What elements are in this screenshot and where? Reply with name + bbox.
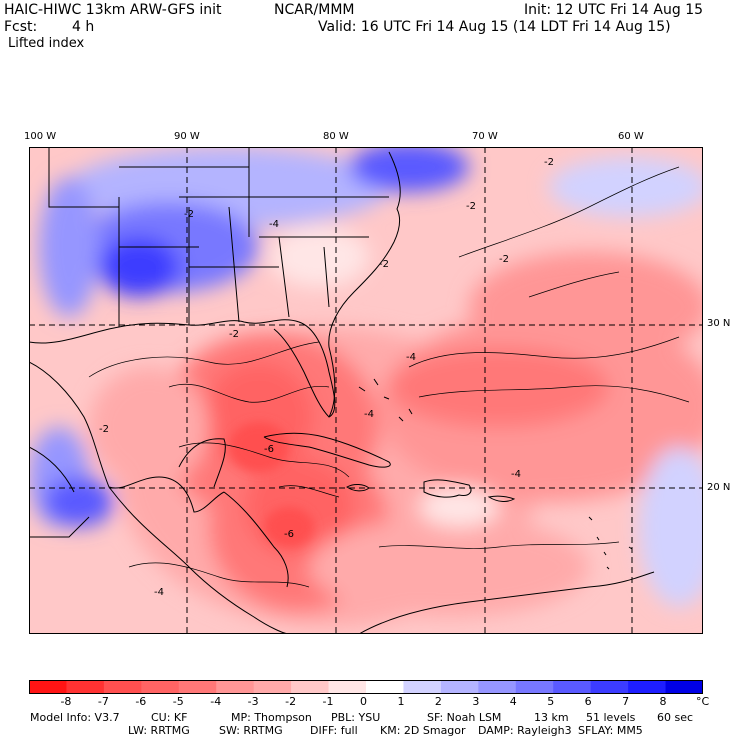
lon-label-80w: 80 W xyxy=(323,131,349,142)
legend-swatch xyxy=(66,680,105,694)
model-info: Model Info: V3.7 xyxy=(30,711,120,724)
legend-tick-label: 7 xyxy=(622,695,630,708)
pbl-scheme: PBL: YSU xyxy=(331,711,381,724)
contour-label: -6 xyxy=(284,529,294,540)
legend-frame xyxy=(29,680,703,694)
legend-tick-label: -1 xyxy=(322,695,334,708)
legend-tick-label: -4 xyxy=(210,695,222,708)
legend-tick-label: -6 xyxy=(135,695,147,708)
contour-label: -4 xyxy=(511,469,521,480)
sf-scheme: SF: Noah LSM xyxy=(427,711,502,724)
lon-label-100w: 100 W xyxy=(24,131,57,142)
lw-scheme: LW: RRTMG xyxy=(128,724,190,737)
contour-label: -2 xyxy=(99,424,109,435)
color-legend xyxy=(29,680,703,694)
legend-tick-label: -2 xyxy=(285,695,297,708)
legend-tick-label: 0 xyxy=(360,695,367,708)
map-frame xyxy=(29,147,703,634)
legend-swatch xyxy=(216,680,255,694)
lon-label-60w: 60 W xyxy=(618,131,644,142)
legend-tick-label: 4 xyxy=(509,695,517,708)
contours xyxy=(88,166,690,588)
legend-tick-label: 1 xyxy=(397,695,405,708)
contour-label: -4 xyxy=(364,409,374,420)
legend-swatch xyxy=(628,680,667,694)
contour-label: -4 xyxy=(269,219,279,230)
contour-label: -2 xyxy=(544,157,554,168)
init-time: Init: 12 UTC Fri 14 Aug 15 xyxy=(524,2,704,18)
legend-swatch xyxy=(366,680,404,694)
contour-label: -6 xyxy=(264,444,274,455)
field-name: Lifted index xyxy=(8,36,85,51)
lat-label-20n: 20 N xyxy=(707,482,731,493)
legend-tick-label: -8 xyxy=(60,695,72,708)
lon-label-90w: 90 W xyxy=(174,131,200,142)
contour-label: -2 xyxy=(499,254,509,265)
diff-scheme: DIFF: full xyxy=(310,724,358,737)
damp-scheme: DAMP: Rayleigh3 xyxy=(478,724,572,737)
cu-scheme: CU: KF xyxy=(151,711,188,724)
mp-scheme: MP: Thompson xyxy=(231,711,312,724)
legend-tick-label: -5 xyxy=(172,695,184,708)
levels: 51 levels xyxy=(586,711,636,724)
legend-swatch xyxy=(665,680,703,694)
contour-label: -2 xyxy=(229,329,239,340)
legend-swatch xyxy=(403,680,442,694)
model-title: HAIC-HIWC 13km ARW-GFS init xyxy=(4,2,222,18)
contour-label: -2 xyxy=(379,259,389,270)
legend-tick-label: 2 xyxy=(434,695,442,708)
sw-scheme: SW: RRTMG xyxy=(219,724,283,737)
legend-swatch xyxy=(253,680,292,694)
lifted-index-map: -2 -2 -2 -2 -2 -4 -4 -4 -4 -6 -6 -2 -2 -… xyxy=(29,147,703,634)
legend-tick-label: 3 xyxy=(472,695,480,708)
legend-swatch xyxy=(178,680,217,694)
resolution: 13 km xyxy=(534,711,569,724)
legend-swatch xyxy=(478,680,517,694)
legend-swatch xyxy=(590,680,629,694)
legend-swatch xyxy=(328,680,367,694)
coastlines xyxy=(29,147,655,634)
latlon-grid xyxy=(29,147,703,634)
sflay-scheme: SFLAY: MM5 xyxy=(578,724,643,737)
legend-tick-label: -3 xyxy=(247,695,259,708)
contour-label: -2 xyxy=(184,209,194,220)
legend-swatch xyxy=(291,680,330,694)
valid-time: Valid: 16 UTC Fri 14 Aug 15 (14 LDT Fri … xyxy=(318,19,671,35)
legend-tick-label: 8 xyxy=(659,695,667,708)
forecast-hour: 4 h xyxy=(72,19,95,35)
contour-label: -4 xyxy=(406,352,416,363)
legend-swatch xyxy=(103,680,142,694)
legend-tick-label: 5 xyxy=(547,695,555,708)
forecast-label: Fcst: xyxy=(4,19,38,35)
legend-swatch xyxy=(29,680,67,694)
contour-label: -2 xyxy=(466,201,476,212)
timestep: 60 sec xyxy=(657,711,694,724)
legend-tick-label: -7 xyxy=(97,695,109,708)
contour-label: -4 xyxy=(154,587,164,598)
legend-unit: °C xyxy=(696,695,710,708)
legend-swatch xyxy=(141,680,180,694)
legend-swatch xyxy=(515,680,554,694)
org-label: NCAR/MMM xyxy=(274,2,355,18)
legend-swatch xyxy=(553,680,592,694)
legend-tick-label: 6 xyxy=(584,695,592,708)
legend-swatch xyxy=(440,680,479,694)
lon-label-70w: 70 W xyxy=(472,131,498,142)
lat-label-30n: 30 N xyxy=(707,318,731,329)
km-scheme: KM: 2D Smagor xyxy=(380,724,466,737)
